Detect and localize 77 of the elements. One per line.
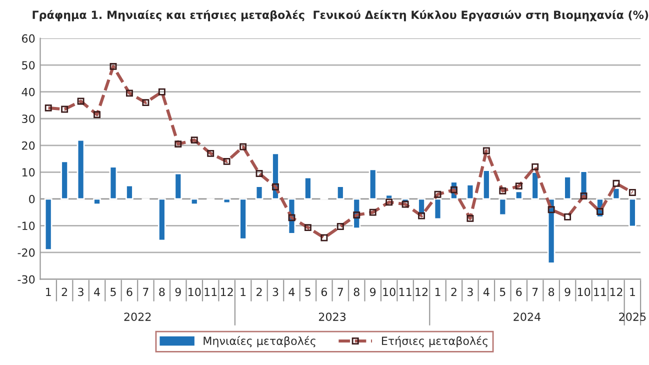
x-tick-label: 11 bbox=[399, 288, 412, 296]
x-tick-label: 1 bbox=[435, 288, 440, 296]
x-tick-label: 2 bbox=[62, 288, 67, 296]
x-tick-label: 4 bbox=[483, 288, 490, 296]
x-tick-label: 10 bbox=[188, 288, 201, 296]
x-tick-label: 4 bbox=[288, 288, 295, 296]
text: 2023 bbox=[318, 312, 346, 321]
bar bbox=[498, 198, 507, 216]
bar bbox=[158, 198, 166, 242]
bar bbox=[531, 171, 540, 200]
x-tick-label: 10 bbox=[383, 288, 396, 296]
x-tick-label: 7 bbox=[532, 288, 538, 296]
y-tick-label: 0 bbox=[29, 194, 35, 204]
x-tick-label: 2 bbox=[451, 288, 456, 296]
x-tick-label: 4 bbox=[94, 288, 100, 296]
y-tick-label: -20 bbox=[18, 248, 35, 257]
bar bbox=[368, 168, 377, 200]
bar bbox=[76, 139, 85, 200]
bar bbox=[93, 198, 101, 205]
x-tick-label: 11 bbox=[594, 288, 606, 296]
bar bbox=[222, 198, 231, 204]
x-tick-label: 9 bbox=[175, 288, 181, 296]
text: 2025 bbox=[619, 312, 646, 321]
bar bbox=[628, 198, 636, 228]
x-tick-label: 3 bbox=[468, 288, 473, 296]
x-tick-label: 12 bbox=[610, 288, 622, 296]
bar bbox=[564, 176, 572, 200]
text: 2024 bbox=[514, 312, 541, 321]
y-tick-label: 20 bbox=[22, 141, 35, 150]
legend-label: Μηνιαίες μεταβολές bbox=[204, 336, 316, 348]
y-tick-label: 50 bbox=[22, 61, 35, 70]
y-tick-label: -30 bbox=[18, 275, 35, 284]
bar bbox=[336, 186, 344, 200]
bar bbox=[174, 172, 182, 200]
y-tick-label: 60 bbox=[22, 34, 35, 43]
x-tick-label: 6 bbox=[126, 288, 132, 296]
x-tick-label: 8 bbox=[159, 288, 165, 296]
x-tick-label: 8 bbox=[548, 288, 554, 296]
x-tick-label: 3 bbox=[272, 288, 278, 296]
x-tick-label: 9 bbox=[370, 288, 376, 296]
bar bbox=[466, 184, 474, 200]
text: 2022 bbox=[124, 312, 151, 321]
x-tick-label: 2 bbox=[256, 288, 262, 296]
bar bbox=[60, 160, 69, 200]
bar bbox=[190, 198, 198, 205]
bar bbox=[239, 198, 247, 240]
x-tick-label: 6 bbox=[516, 288, 522, 296]
x-tick-label: 12 bbox=[220, 288, 233, 296]
x-tick-label: 11 bbox=[204, 288, 217, 296]
x-tick-label: 1 bbox=[240, 288, 246, 296]
bar bbox=[44, 198, 52, 250]
bar bbox=[109, 166, 118, 200]
x-tick-label: 8 bbox=[354, 288, 360, 296]
x-tick-label: 5 bbox=[110, 288, 116, 296]
y-tick-label: -10 bbox=[18, 222, 35, 230]
bar bbox=[482, 170, 490, 200]
y-tick-label: 30 bbox=[22, 114, 35, 124]
x-tick-label: 7 bbox=[143, 288, 148, 296]
x-tick-label: 1 bbox=[46, 288, 51, 296]
chart-title: Γράφημα 1. Μηνιαίες και ετήσιες μεταβολές Γενικού Δείκτη Κύκλου Εργασιών στη Βιομηχανία (%) bbox=[32, 10, 648, 22]
x-tick-label: 5 bbox=[500, 288, 506, 296]
legend-label: Ετήσιες μεταβολές bbox=[382, 336, 488, 348]
bar bbox=[514, 190, 523, 200]
y-tick-label: 40 bbox=[22, 88, 35, 96]
x-tick-label: 12 bbox=[416, 288, 428, 296]
bar bbox=[434, 198, 442, 220]
x-tick-label: 5 bbox=[305, 288, 311, 296]
x-tick-label: 6 bbox=[321, 288, 328, 296]
x-tick-label: 10 bbox=[578, 288, 590, 296]
x-tick-label: 7 bbox=[338, 288, 343, 296]
bar bbox=[304, 176, 312, 200]
y-tick-label: 10 bbox=[22, 168, 35, 177]
bar bbox=[126, 184, 134, 200]
x-tick-label: 3 bbox=[78, 288, 84, 296]
x-tick-label: 9 bbox=[564, 288, 570, 296]
bar bbox=[255, 186, 264, 200]
x-tick-label: 1 bbox=[630, 288, 635, 296]
